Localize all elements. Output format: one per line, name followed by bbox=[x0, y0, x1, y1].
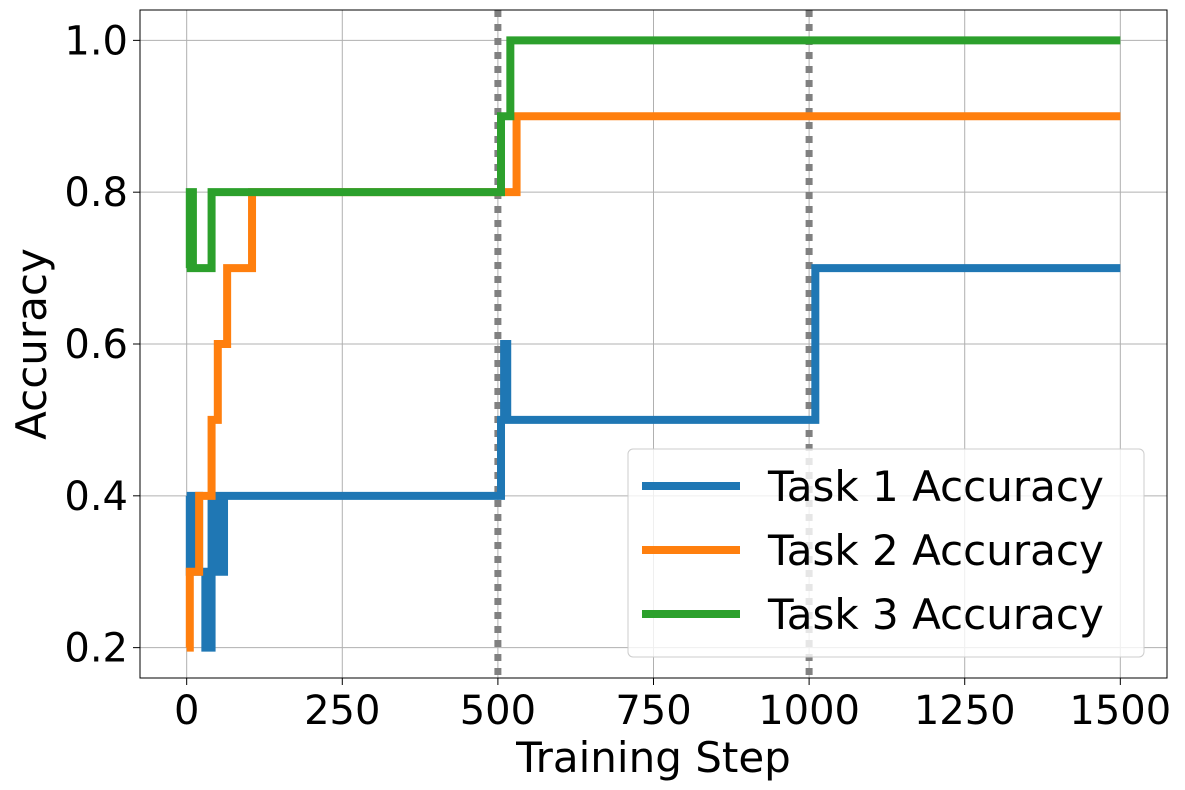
x-tick-label: 0 bbox=[174, 688, 199, 734]
legend-label: Task 3 Accuracy bbox=[767, 590, 1104, 639]
y-tick-label: 0.6 bbox=[64, 322, 128, 368]
legend-label: Task 2 Accuracy bbox=[767, 526, 1104, 575]
x-tick-label: 1000 bbox=[758, 688, 860, 734]
x-axis-label: Training Step bbox=[515, 733, 791, 782]
y-tick-label: 0.8 bbox=[64, 170, 128, 216]
series-line-task-2 bbox=[185, 112, 1121, 652]
series-line-task-3 bbox=[185, 36, 1121, 273]
x-tick-label: 250 bbox=[304, 688, 380, 734]
axis-ticks: 0 250 500 750 1000 1250 1500 0.2 0.4 0.6 0.8 1.0 bbox=[64, 18, 1171, 734]
legend-label: Task 1 Accuracy bbox=[767, 462, 1104, 511]
legend-entry-task-1: Task 1 Accuracy bbox=[642, 462, 1104, 511]
x-tick-label: 1500 bbox=[1069, 688, 1171, 734]
series-lines bbox=[185, 36, 1121, 652]
x-tick-label: 1250 bbox=[914, 688, 1016, 734]
legend-entry-task-3: Task 3 Accuracy bbox=[642, 590, 1104, 639]
y-axis-label: Accuracy bbox=[7, 248, 56, 440]
x-tick-label: 750 bbox=[615, 688, 691, 734]
y-tick-label: 1.0 bbox=[64, 18, 128, 64]
y-tick-label: 0.4 bbox=[64, 474, 128, 520]
x-tick-label: 500 bbox=[460, 688, 536, 734]
y-tick-label: 0.2 bbox=[64, 626, 128, 672]
legend-box bbox=[627, 448, 1145, 658]
legend-entry-task-2: Task 2 Accuracy bbox=[642, 526, 1104, 575]
legend: Task 1 Accuracy Task 2 Accuracy Task 3 Acc… bbox=[627, 448, 1145, 658]
